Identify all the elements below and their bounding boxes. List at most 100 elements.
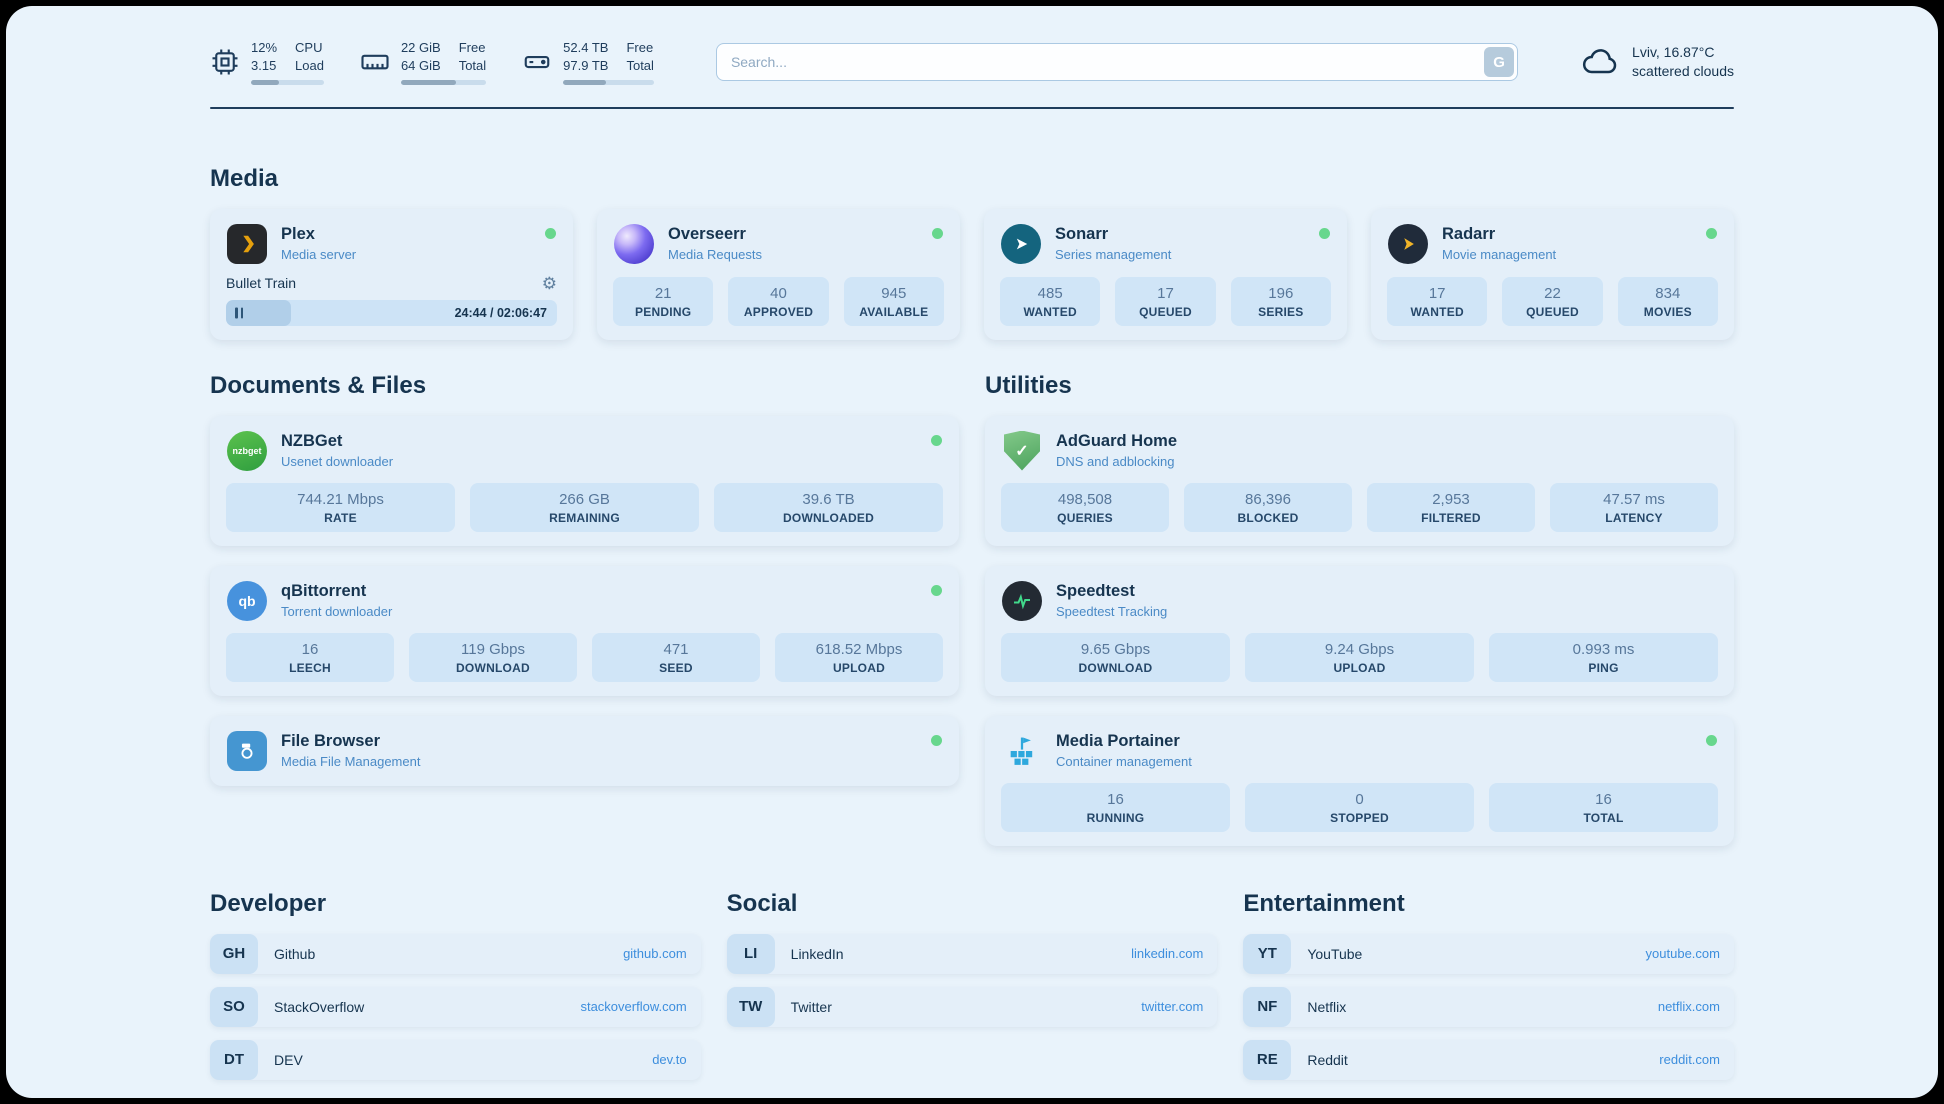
bookmark-reddit[interactable]: RE Reddit reddit.com	[1243, 1039, 1734, 1080]
radarr-icon	[1387, 223, 1429, 265]
stat-seed: 471 SEED	[592, 632, 760, 682]
section-title-entertainment: Entertainment	[1243, 889, 1405, 917]
stat-upload: 618.52 Mbps UPLOAD	[775, 632, 943, 682]
weather-condition: scattered clouds	[1632, 63, 1734, 80]
qbittorrent-icon: qb	[226, 580, 268, 622]
card-radarr[interactable]: Radarr Movie management 17 WANTED 22 QUE…	[1371, 208, 1734, 340]
disk-total-label: Total	[626, 58, 654, 74]
stat-latency: 47.57 ms LATENCY	[1550, 482, 1718, 532]
card-nzbget[interactable]: nzbget NZBGet Usenet downloader 744.21 M…	[210, 415, 959, 546]
section-utilities: Utilities ✓ AdGuard Home DNS and adblock…	[985, 372, 1734, 846]
memory-total-label: Total	[458, 58, 487, 74]
status-dot	[1706, 227, 1717, 239]
bookmark-url: linkedin.com	[1131, 946, 1204, 961]
app-subtitle: Media Requests	[668, 247, 762, 262]
cpu-widget: 12% CPU 3.15 Load	[210, 40, 324, 85]
disk-progress-fill	[563, 79, 606, 85]
bookmark-github[interactable]: GH Github github.com	[210, 933, 701, 974]
stat-rate: 744.21 Mbps RATE	[226, 482, 455, 532]
stat-queued: 17 QUEUED	[1115, 276, 1216, 326]
bookmark-abbr: LI	[726, 933, 775, 974]
bookmark-abbr: SO	[210, 986, 258, 1027]
stat-pending: 21 PENDING	[613, 276, 714, 326]
memory-free-value: 22 GiB	[400, 40, 441, 55]
stat-wanted: 485 WANTED	[1000, 276, 1101, 326]
card-portainer[interactable]: Media Portainer Container management 16 …	[985, 715, 1734, 846]
bookmark-name: YouTube	[1307, 945, 1363, 962]
app-subtitle: Media server	[281, 247, 357, 262]
status-dot	[1319, 227, 1330, 239]
memory-icon	[361, 54, 389, 70]
bookmark-url: twitter.com	[1141, 999, 1204, 1014]
status-dot	[931, 734, 942, 746]
section-title-developer: Developer	[210, 889, 327, 917]
bookmark-url: stackoverflow.com	[580, 999, 687, 1014]
gear-icon[interactable]: ⚙	[541, 273, 557, 293]
disk-icon	[524, 56, 550, 69]
bookmark-group-social: Social LI LinkedIn linkedin.com TW Twitt…	[726, 889, 1218, 1080]
status-dot	[931, 584, 942, 596]
app-name: Speedtest	[1056, 582, 1135, 600]
search-engine-button[interactable]: G	[1484, 47, 1515, 78]
card-speedtest[interactable]: Speedtest Speedtest Tracking 9.65 Gbps D…	[985, 565, 1734, 696]
overseerr-icon	[613, 223, 655, 265]
section-title-utilities: Utilities	[985, 371, 1072, 399]
bookmark-abbr: DT	[210, 1039, 258, 1080]
stat-download: 119 Gbps DOWNLOAD	[409, 632, 577, 682]
bookmark-abbr: NF	[1243, 986, 1292, 1027]
memory-progress-bar	[400, 79, 487, 85]
bookmark-stackoverflow[interactable]: SO StackOverflow stackoverflow.com	[210, 986, 701, 1027]
card-adguard[interactable]: ✓ AdGuard Home DNS and adblocking 498,50…	[985, 415, 1734, 546]
stat-available: 945 AVAILABLE	[843, 276, 944, 326]
card-overseerr[interactable]: Overseerr Media Requests 21 PENDING 40 A…	[597, 208, 960, 340]
bookmark-url: dev.to	[652, 1052, 687, 1067]
cpu-load-label: Load	[295, 58, 324, 74]
app-name: Plex	[281, 225, 315, 243]
bookmark-linkedin[interactable]: LI LinkedIn linkedin.com	[726, 933, 1218, 974]
cpu-load-value: 3.15	[251, 58, 277, 74]
bookmark-dev[interactable]: DT DEV dev.to	[210, 1039, 701, 1080]
disk-free-label: Free	[626, 40, 654, 55]
section-title-social: Social	[726, 889, 798, 917]
card-plex[interactable]: Plex Media server Bullet Train ⚙ 24:44 /…	[210, 208, 573, 340]
bookmark-youtube[interactable]: YT YouTube youtube.com	[1243, 933, 1734, 974]
stat-running: 16 RUNNING	[1001, 782, 1230, 832]
cloud-icon	[1583, 49, 1617, 74]
search-input[interactable]	[715, 43, 1519, 82]
header-divider	[210, 106, 1734, 109]
app-subtitle: Container management	[1056, 754, 1192, 769]
dashboard-page: 12% CPU 3.15 Load 22 G	[6, 6, 1938, 1098]
status-dot	[931, 434, 942, 446]
filebrowser-icon	[226, 730, 268, 772]
stat-download: 9.65 Gbps DOWNLOAD	[1001, 632, 1230, 682]
adguard-icon: ✓	[1001, 430, 1043, 472]
app-name: Sonarr	[1055, 225, 1109, 243]
weather-location: Lviv, 16.87°C	[1632, 43, 1715, 60]
app-subtitle: Media File Management	[281, 754, 421, 769]
bookmark-twitter[interactable]: TW Twitter twitter.com	[726, 986, 1218, 1027]
app-subtitle: Usenet downloader	[281, 454, 394, 469]
app-name: qBittorrent	[281, 582, 367, 600]
bookmark-url: reddit.com	[1659, 1052, 1720, 1067]
bookmark-url: youtube.com	[1645, 946, 1720, 961]
portainer-icon	[1001, 730, 1043, 772]
bookmark-name: StackOverflow	[274, 998, 365, 1015]
pause-icon[interactable]	[235, 307, 243, 318]
stream-progress-bar: 24:44 / 02:06:47	[226, 299, 557, 326]
app-name: Radarr	[1442, 225, 1496, 243]
card-sonarr[interactable]: Sonarr Series management 485 WANTED 17 Q…	[984, 208, 1347, 340]
memory-total-value: 64 GiB	[400, 58, 441, 74]
bookmark-abbr: RE	[1243, 1039, 1292, 1080]
stat-upload: 9.24 Gbps UPLOAD	[1245, 632, 1474, 682]
nzbget-icon: nzbget	[226, 430, 268, 472]
stat-total: 16 TOTAL	[1489, 782, 1718, 832]
section-title-documents: Documents & Files	[210, 371, 427, 399]
bookmark-abbr: GH	[210, 933, 258, 974]
bookmark-netflix[interactable]: NF Netflix netflix.com	[1243, 986, 1734, 1027]
card-filebrowser[interactable]: File Browser Media File Management	[210, 715, 959, 786]
speedtest-icon	[1001, 580, 1043, 622]
memory-progress-fill	[400, 79, 457, 85]
app-subtitle: Series management	[1055, 247, 1172, 262]
stat-ping: 0.993 ms PING	[1489, 632, 1718, 682]
card-qbittorrent[interactable]: qb qBittorrent Torrent downloader 16 LEE…	[210, 565, 959, 696]
